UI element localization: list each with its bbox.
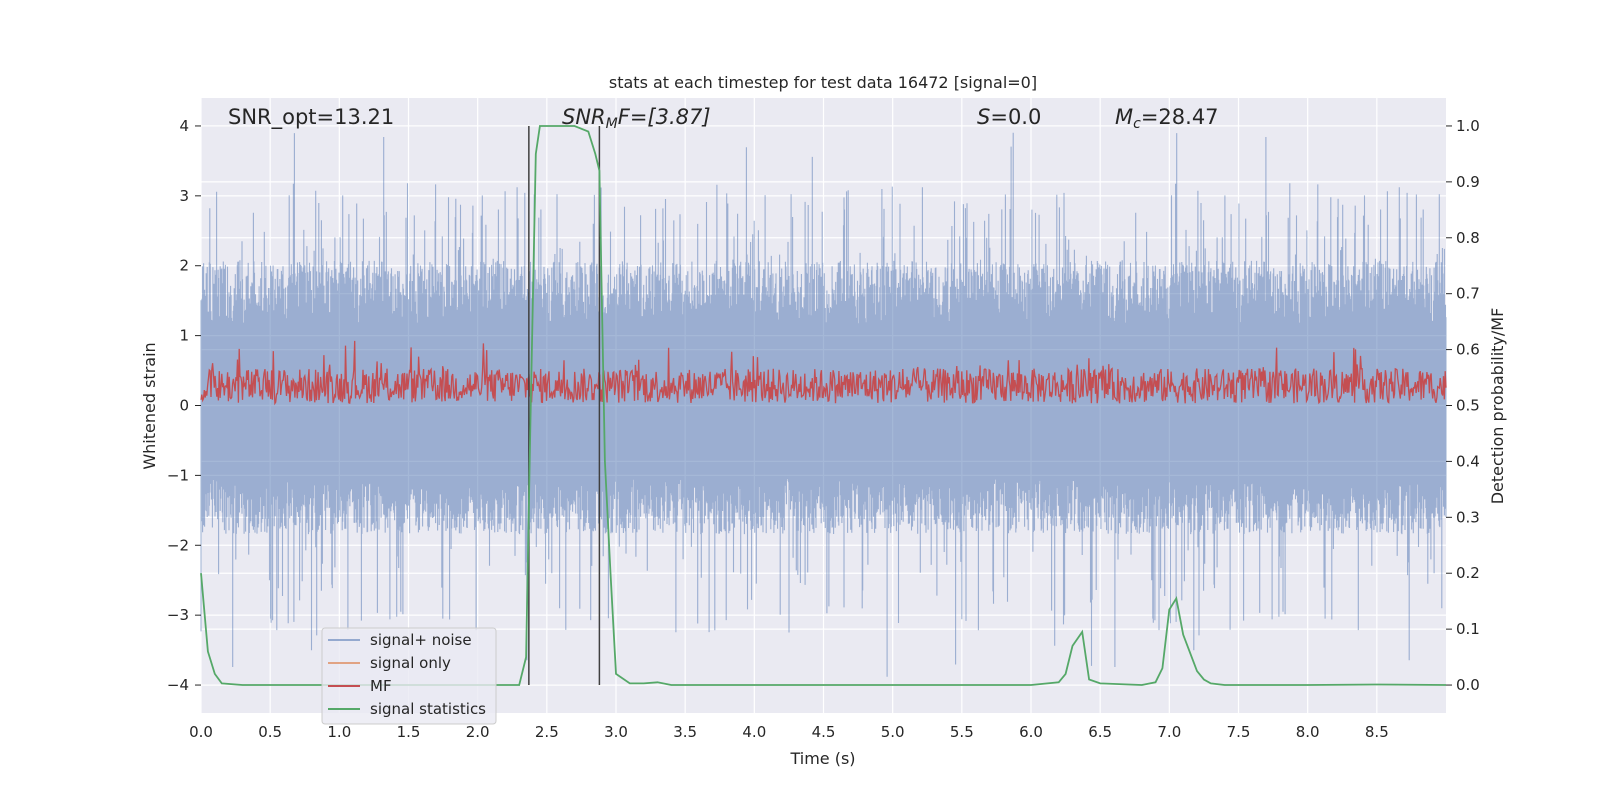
y-tick-label: −3 (167, 606, 189, 624)
y-tick-label: 0 (179, 397, 189, 415)
x-tick-label: 4.5 (812, 723, 836, 741)
x-tick-label: 6.0 (1019, 723, 1043, 741)
y2-tick-label: 0.2 (1456, 564, 1480, 582)
annotation-s-rest: =0.0 (990, 105, 1041, 129)
y-tick-label: 1 (179, 327, 189, 345)
y2-tick-label: 0.0 (1456, 676, 1480, 694)
mf-line (200, 340, 1447, 406)
y2-tick-labels: 1.0 0.9 0.8 0.7 0.6 0.5 0.4 0.3 0.2 0.1 0.0 (1446, 117, 1480, 694)
y2-tick-label: 0.6 (1456, 341, 1480, 359)
y-axis-label: Whitened strain (140, 342, 159, 469)
legend-label-signal-noise: signal+ noise (370, 631, 472, 649)
annotation-mc: Mc=28.47 (1115, 105, 1219, 132)
x-axis-label: Time (s) (789, 749, 855, 768)
x-tick-label: 7.5 (1227, 723, 1251, 741)
annotation-snr-mf-rest: F=[3.87] (618, 105, 711, 129)
x-tick-label: 3.5 (673, 723, 697, 741)
annotation-snr-mf-sub: M (606, 116, 618, 132)
x-tick-label: 8.0 (1296, 723, 1320, 741)
x-tick-label: 8.5 (1365, 723, 1389, 741)
annotation-mc-sub: c (1133, 116, 1141, 132)
annotation-mc-main: M (1115, 105, 1133, 129)
x-tick-label: 1.5 (397, 723, 421, 741)
x-tick-label: 4.0 (742, 723, 766, 741)
y2-tick-label: 0.9 (1456, 173, 1480, 191)
y2-tick-label: 0.7 (1456, 285, 1480, 303)
x-tick-label: 5.5 (950, 723, 974, 741)
y2-tick-label: 0.4 (1456, 452, 1480, 470)
y2-tick-label: 0.5 (1456, 397, 1480, 415)
chart-title: stats at each timestep for test data 164… (609, 73, 1037, 92)
x-tick-label: 2.0 (466, 723, 490, 741)
annotation-s-main: S (977, 105, 990, 129)
legend-label-signal-statistics: signal statistics (370, 700, 486, 718)
x-tick-label: 1.0 (327, 723, 351, 741)
x-tick-labels: 0.0 0.5 1.0 1.5 2.0 2.5 3.0 3.5 4.0 4.5 5.0 5.5 6.0 6… (189, 723, 1389, 741)
y2-axis-label: Detection probability/MF (1488, 308, 1507, 505)
annotation-mc-rest: =28.47 (1141, 105, 1219, 129)
vertical-marker-lines (528, 125, 601, 686)
legend-label-mf: MF (370, 677, 392, 695)
x-tick-label: 6.5 (1088, 723, 1112, 741)
mf-series (200, 340, 1447, 406)
y-tick-labels: 4 3 2 1 0 −1 −2 −3 −4 (167, 117, 201, 694)
x-tick-label: 7.0 (1157, 723, 1181, 741)
y-tick-label: 2 (179, 257, 189, 275)
y2-tick-label: 1.0 (1456, 117, 1480, 135)
legend-label-signal-only: signal only (370, 654, 451, 672)
annotation-snr-opt: SNR_opt=13.21 (228, 105, 394, 130)
x-tick-label: 0.0 (189, 723, 213, 741)
x-tick-label: 2.5 (535, 723, 559, 741)
annotation-snr-mf-main: SNR (562, 105, 606, 129)
annotation-snr-mf: SNRMF=[3.87] (562, 105, 711, 132)
y-tick-label: −4 (167, 676, 189, 694)
y2-tick-label: 0.8 (1456, 229, 1480, 247)
y-tick-label: 3 (179, 187, 189, 205)
x-tick-label: 0.5 (258, 723, 282, 741)
x-tick-label: 3.0 (604, 723, 628, 741)
y-tick-label: 4 (179, 117, 189, 135)
legend-box (321, 627, 497, 725)
x-tick-label: 5.0 (881, 723, 905, 741)
y-tick-label: −2 (167, 536, 189, 554)
legend: signal+ noise signal only MF signal stat… (321, 627, 497, 725)
annotation-s: S=0.0 (977, 105, 1041, 129)
y2-tick-label: 0.1 (1456, 620, 1480, 638)
y2-tick-label: 0.3 (1456, 508, 1480, 526)
y-tick-label: −1 (167, 466, 189, 484)
